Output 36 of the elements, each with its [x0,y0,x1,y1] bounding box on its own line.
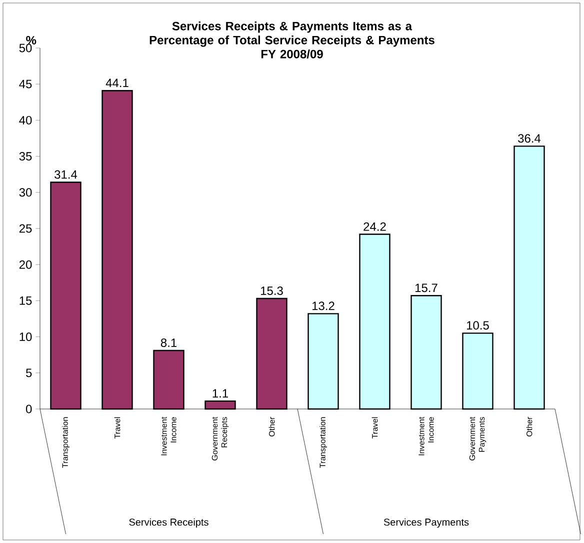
data-label: 13.2 [312,302,334,310]
y-tick-label: 20 [19,260,32,269]
text: Services Receipts [129,518,208,528]
x-tick-label: Transportation [320,417,327,468]
x-tick-label: Other [268,416,275,436]
y-tick-label: 30 [19,188,32,197]
x-tick-label: Investment Income [161,416,176,456]
data-label: 8.1 [160,338,177,347]
y-axis-title: % [26,36,36,44]
y-tick-label: 5 [26,368,32,378]
data-label: 31.4 [54,170,78,179]
x-tick-label: Government Payments [469,416,486,460]
y-tick-label: 10 [20,332,32,342]
x-tick-label: Transportation [62,417,70,468]
data-label: 10.5 [466,321,489,330]
y-tick-label: 50 [19,44,32,52]
y-tick-label: 35 [19,152,32,161]
data-label: 15.7 [415,284,438,292]
x-tick-label: Travel [372,417,378,439]
data-label: 36.4 [518,134,541,143]
y-tick-label: 0 [26,404,32,414]
chart-title: Services Receipts & Payments Items as a Percentage of Total Service Receipts & Payments [150,22,434,47]
data-label: 44.1 [106,78,128,88]
text: Services Payments [384,518,469,528]
x-tick-label: Other [526,416,532,436]
chart-subtitle: FY 2008/09 [261,50,323,58]
data-label: 15.3 [260,286,283,295]
data-label: 24.2 [364,222,386,231]
y-tick-label: 15 [20,296,32,305]
x-tick-label: Travel [114,417,120,439]
data-label: 1.1 [212,389,228,398]
y-tick-label: 40 [19,116,32,124]
x-tick-label: Government Receipts [212,416,229,460]
y-tick-label: 45 [19,80,32,88]
y-tick-label: 25 [19,224,32,233]
x-tick-label: Investment Income [418,416,434,456]
